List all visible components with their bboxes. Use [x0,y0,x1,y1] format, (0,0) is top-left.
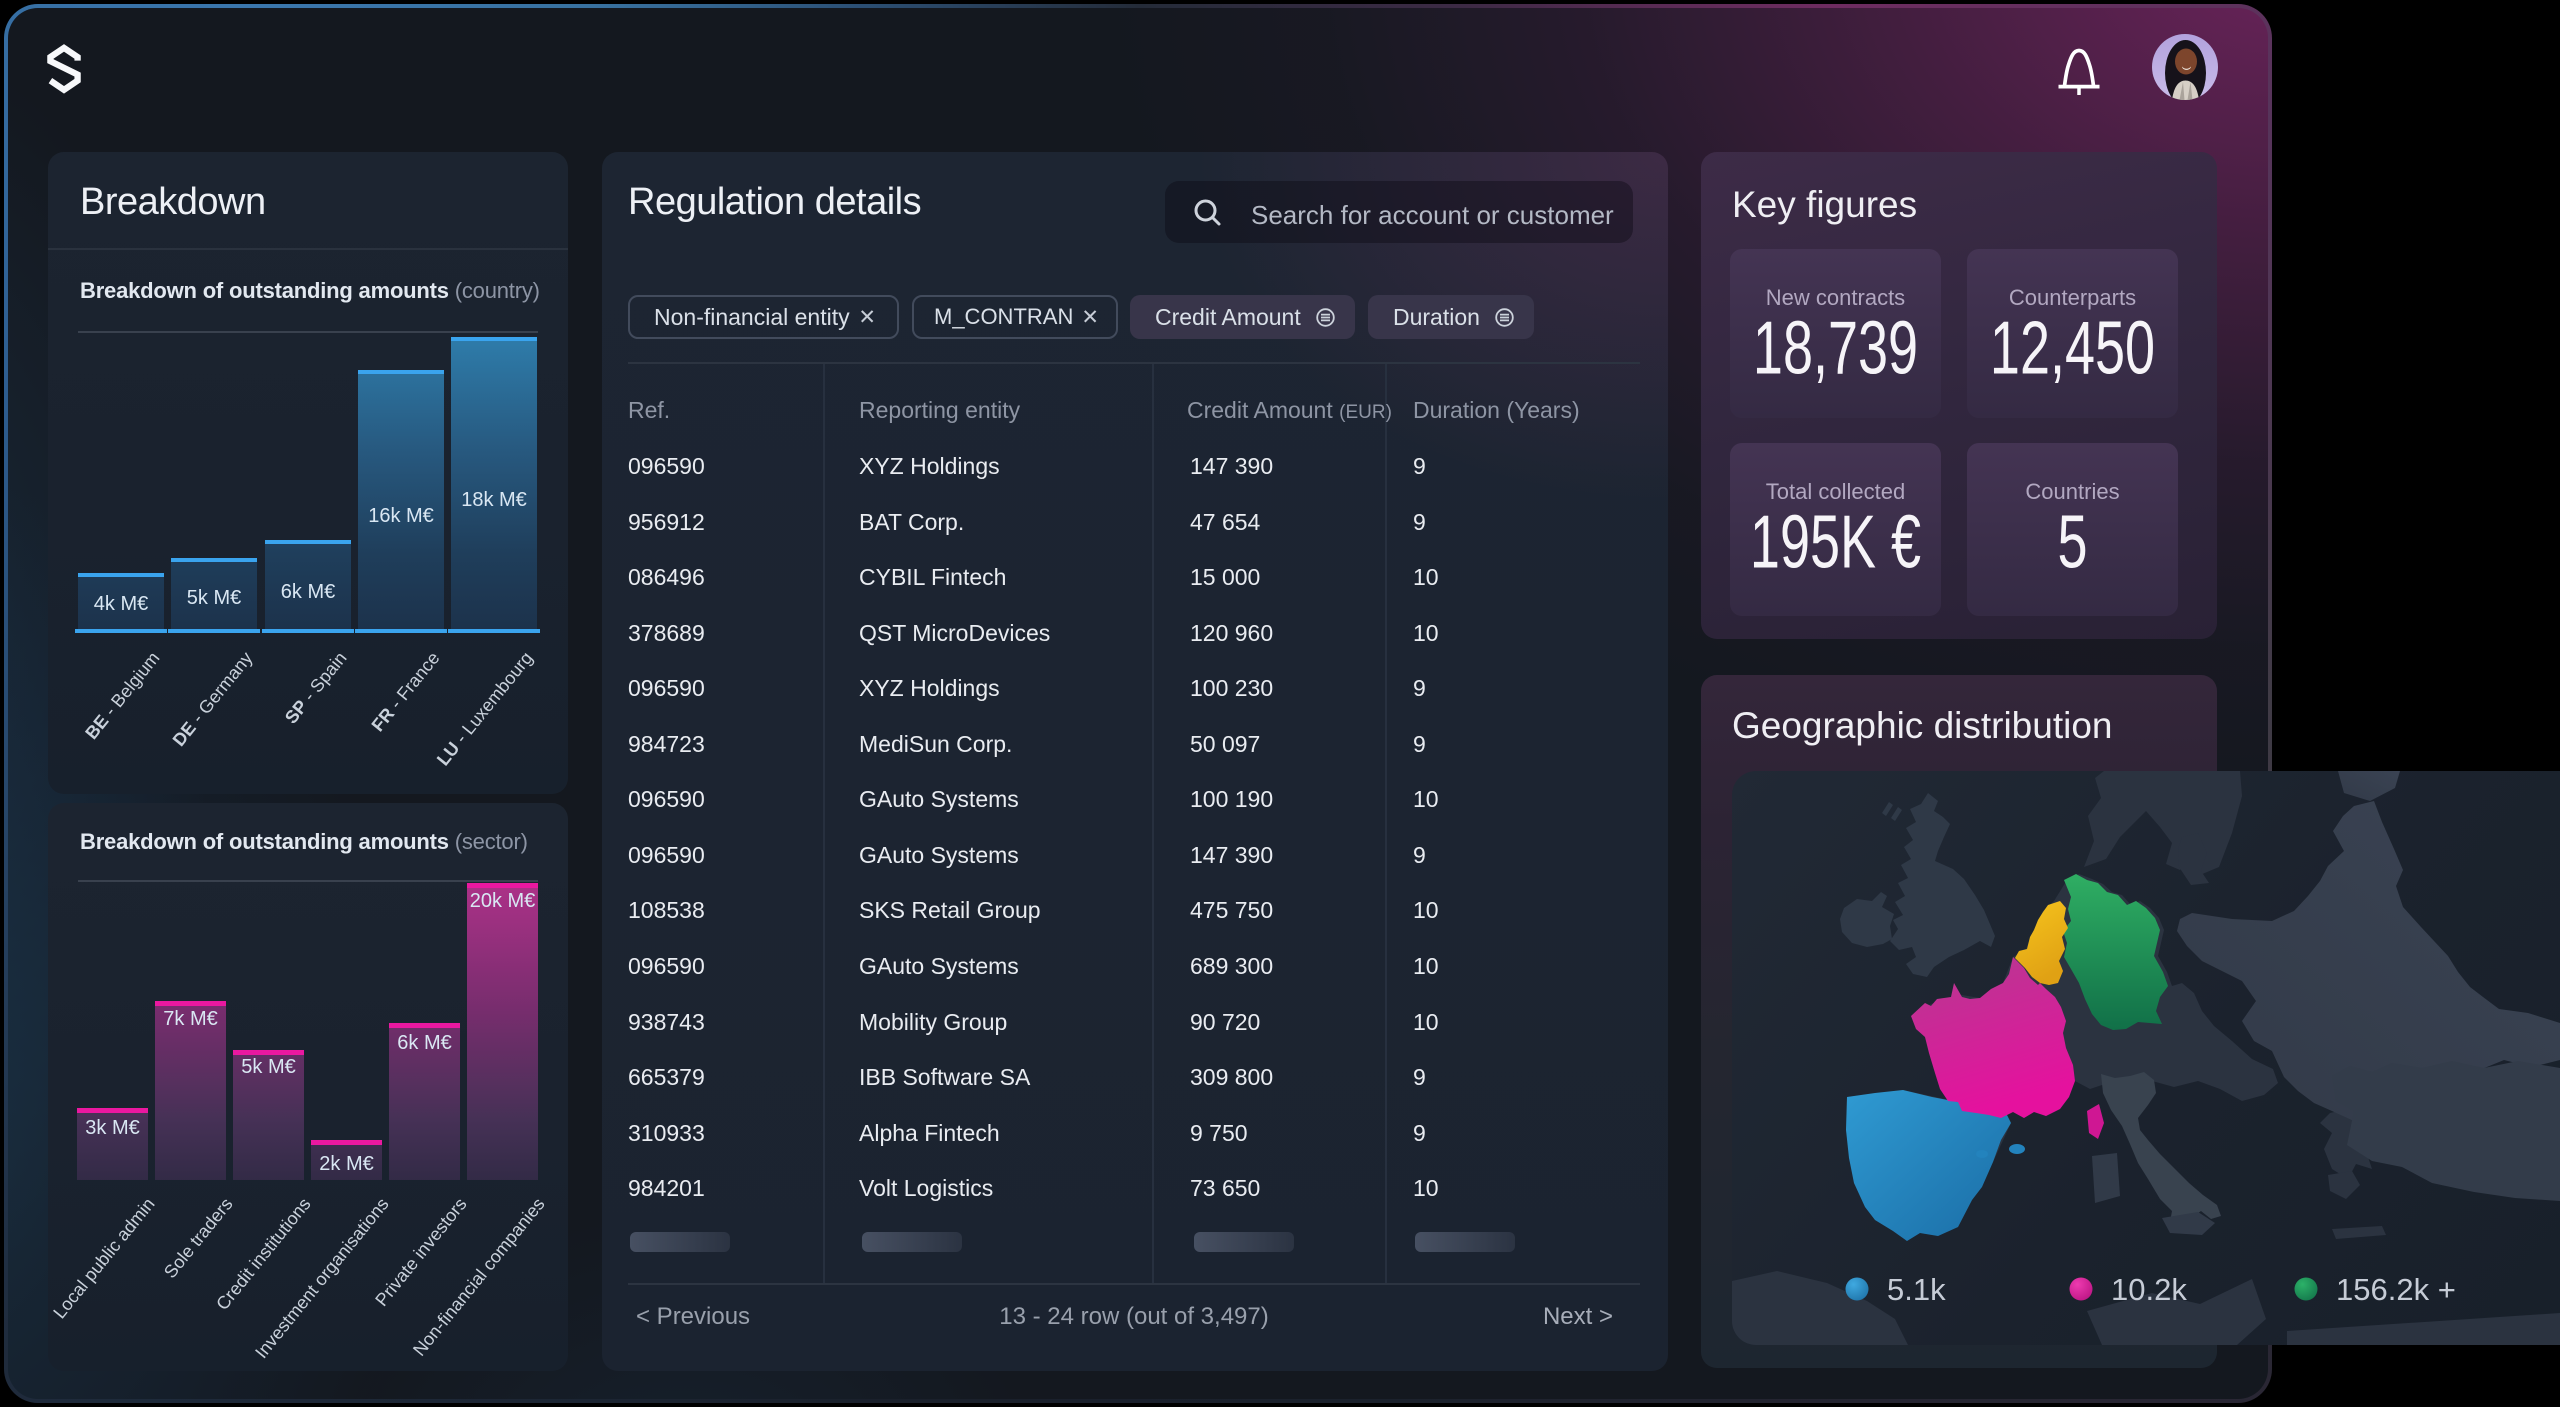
svg-text:156.2k +: 156.2k + [2336,1272,2456,1307]
svg-text:10.2k: 10.2k [2111,1272,2187,1307]
svg-text:5.1k: 5.1k [1887,1272,1946,1307]
